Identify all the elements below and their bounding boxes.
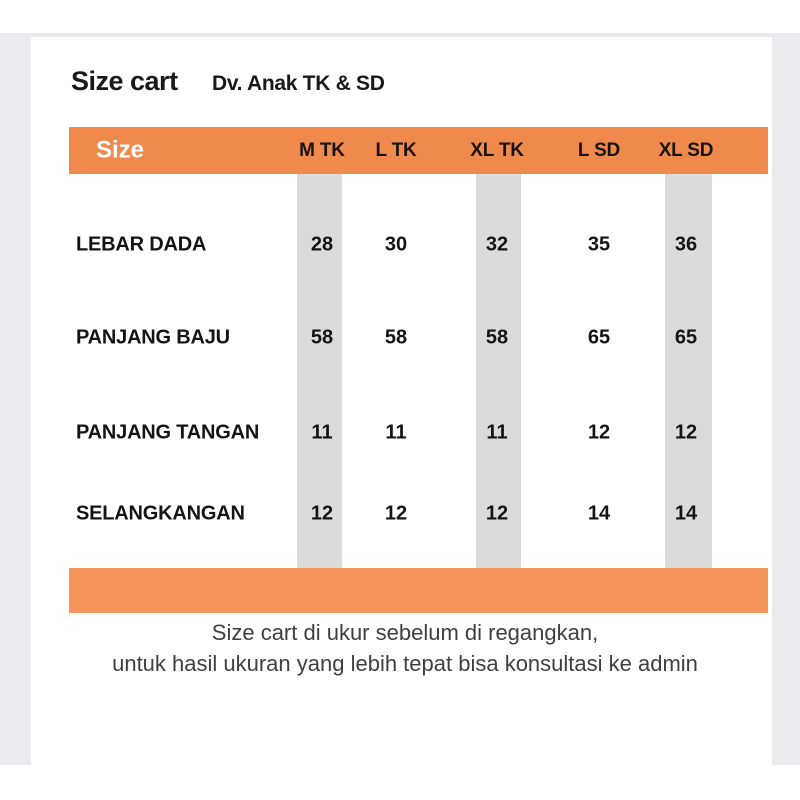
table-cell: 12 bbox=[310, 502, 334, 525]
table-cell: 28 bbox=[310, 233, 334, 256]
page-subtitle: Dv. Anak TK & SD bbox=[212, 72, 385, 95]
note-line-2: untuk hasil ukuran yang lebih tepat bisa… bbox=[112, 651, 698, 676]
table-cell: 65 bbox=[674, 326, 698, 349]
table-cell: 12 bbox=[587, 421, 611, 444]
footer-orange-bar bbox=[69, 568, 768, 613]
table-cell: 32 bbox=[485, 233, 509, 256]
column-stripe-m-tk bbox=[297, 174, 342, 568]
column-header-l-sd: L SD bbox=[577, 140, 621, 161]
row-label-lebar-dada: LEBAR DADA bbox=[76, 233, 207, 256]
table-header-bar bbox=[69, 127, 768, 174]
table-cell: 12 bbox=[674, 421, 698, 444]
row-label-panjang-baju: PANJANG BAJU bbox=[76, 326, 230, 349]
page-title: Size cart bbox=[71, 66, 178, 96]
table-cell: 65 bbox=[587, 326, 611, 349]
row-label-selangkangan: SELANGKANGAN bbox=[76, 502, 245, 525]
table-cell: 11 bbox=[385, 421, 407, 444]
table-cell: 30 bbox=[384, 233, 408, 256]
table-cell: 36 bbox=[674, 233, 698, 256]
size-column-header: Size bbox=[96, 136, 145, 164]
column-header-l-tk: L TK bbox=[375, 140, 417, 161]
note-line-1: Size cart di ukur sebelum di regangkan, bbox=[211, 620, 599, 645]
table-cell: 12 bbox=[485, 502, 509, 525]
table-cell: 11 bbox=[486, 421, 508, 444]
table-cell: 58 bbox=[485, 326, 509, 349]
row-label-panjang-tangan: PANJANG TANGAN bbox=[76, 421, 260, 444]
table-cell: 35 bbox=[587, 233, 611, 256]
column-stripe-xl-sd bbox=[665, 174, 712, 568]
column-header-xl-sd: XL SD bbox=[658, 140, 714, 161]
table-cell: 58 bbox=[310, 326, 334, 349]
table-cell: 14 bbox=[587, 502, 611, 525]
table-cell: 11 bbox=[311, 421, 333, 444]
measurement-note: Size cart di ukur sebelum di regangkan, … bbox=[31, 617, 779, 679]
table-cell: 14 bbox=[674, 502, 698, 525]
table-cell: 58 bbox=[384, 326, 408, 349]
column-header-m-tk: M TK bbox=[299, 140, 345, 161]
column-header-xl-tk: XL TK bbox=[470, 140, 524, 161]
column-stripe-xl-tk bbox=[476, 174, 521, 568]
table-cell: 12 bbox=[384, 502, 408, 525]
